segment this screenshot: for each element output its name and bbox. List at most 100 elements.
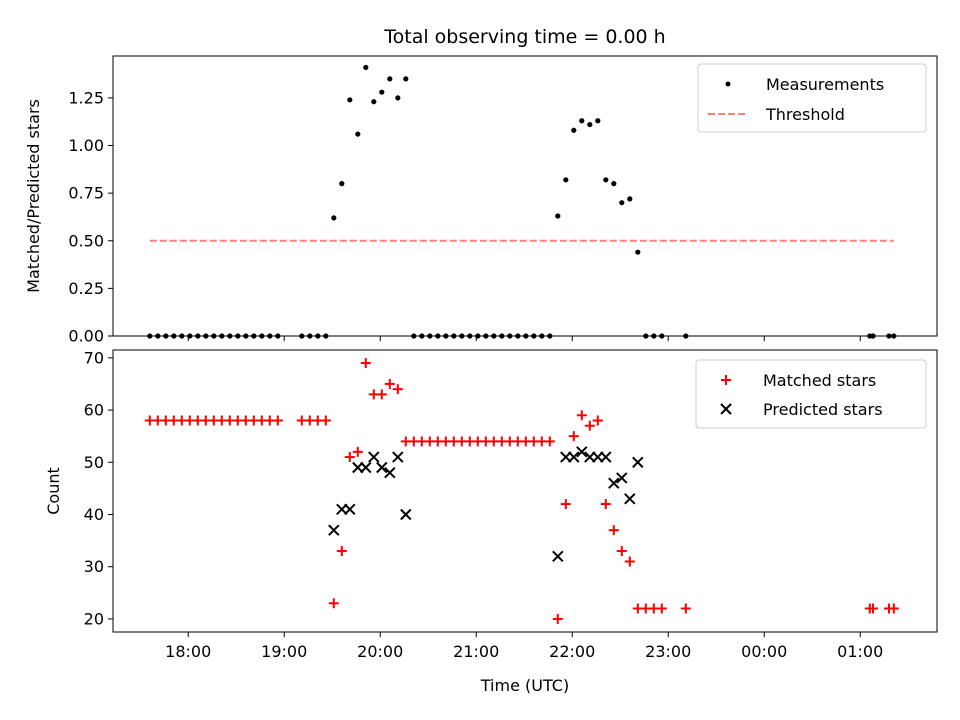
bottom-y-axis-label: Count — [44, 467, 63, 515]
matched-star-point — [552, 613, 563, 624]
top-plot-area — [147, 64, 897, 339]
matched-star-point — [560, 499, 571, 510]
predicted-star-stroke-b — [328, 524, 340, 536]
measurement-point — [403, 76, 409, 82]
top-y-tick-label: 0.50 — [68, 231, 104, 250]
bottom-y-tick-label: 60 — [84, 401, 104, 420]
predicted-star-point — [360, 461, 372, 474]
bottom-y-tick-label: 70 — [84, 348, 104, 367]
top-axes-frame — [112, 55, 938, 337]
matched-star-point — [616, 546, 627, 557]
bottom-y-tick-label: 50 — [84, 453, 104, 472]
matched-star-point — [600, 499, 611, 510]
top-x-axis — [187, 336, 861, 341]
predicted-star-point — [392, 451, 404, 463]
predicted-star-stroke-b — [376, 461, 388, 474]
measurement-point — [387, 76, 393, 82]
matched-star-point — [336, 546, 347, 557]
matched-star-point — [352, 446, 363, 457]
legend-predicted-marker — [720, 403, 732, 415]
legend-predicted-label: Predicted stars — [763, 400, 883, 419]
bottom-x-axis: 18:00 19:00 20:00 21:00 22:00 23:00 00:00 01:00 — [165, 632, 883, 661]
measurement-point — [579, 118, 585, 124]
top-y-tick-label: 1.00 — [68, 136, 104, 155]
x-tick-label: 01:00 — [837, 642, 883, 661]
matched-star-point — [376, 389, 387, 400]
matched-star-point — [360, 358, 371, 369]
predicted-star-point — [368, 451, 380, 463]
legend-matched-label: Matched stars — [763, 371, 876, 390]
predicted-star-stroke-b — [368, 451, 380, 463]
measurement-point — [363, 64, 369, 71]
matched-star-point — [656, 603, 667, 614]
predicted-star-point — [608, 477, 620, 489]
top-y-tick-label: 0.00 — [68, 327, 104, 346]
matched-star-point — [624, 556, 635, 567]
matched-star-point — [568, 431, 579, 442]
matched-star-point — [344, 452, 355, 463]
predicted-star-point — [328, 524, 340, 536]
bottom-y-tick-label: 30 — [84, 557, 104, 576]
matched-star-point — [384, 378, 395, 389]
measurement-point — [371, 99, 377, 105]
x-tick-label: 00:00 — [741, 642, 787, 661]
measurement-point — [339, 181, 345, 187]
predicted-star-point — [384, 467, 396, 479]
predicted-star-point — [632, 456, 644, 468]
predicted-star-stroke-b — [344, 503, 356, 515]
matched-star-point — [592, 415, 603, 426]
predicted-star-point — [600, 451, 612, 463]
matched-star-point — [584, 420, 595, 431]
measurement-point — [355, 131, 361, 137]
top-y-tick-label: 1.25 — [68, 88, 104, 107]
x-tick-label: 22:00 — [549, 642, 595, 661]
bottom-y-axis: 20 30 40 50 60 70 — [84, 348, 113, 628]
predicted-star-stroke-b — [400, 508, 412, 521]
predicted-star-stroke-b — [600, 451, 612, 463]
matched-star-point — [868, 603, 878, 614]
measurement-point — [611, 181, 617, 187]
matched-star-point — [320, 415, 331, 426]
predicted-star-stroke-b — [576, 446, 588, 458]
bottom-axes-frame — [112, 349, 938, 633]
top-legend-box — [697, 63, 927, 133]
top-y-tick-label: 0.75 — [68, 184, 104, 203]
predicted-star-point — [576, 446, 588, 458]
measurement-point — [347, 97, 353, 103]
chart-title: Total observing time = 0.00 h — [383, 26, 665, 48]
legend-measurements-label: Measurements — [766, 75, 884, 94]
predicted-star-stroke-b — [552, 550, 564, 562]
predicted-star-stroke-b — [360, 461, 372, 474]
measurement-point — [635, 249, 641, 255]
measurement-point — [571, 127, 577, 133]
predicted-star-stroke-b — [568, 451, 580, 463]
measurement-point — [395, 95, 401, 101]
x-tick-label: 19:00 — [261, 642, 307, 661]
predicted-star-point — [376, 461, 388, 474]
bottom-legend: Matched stars Predicted stars — [695, 359, 927, 429]
predicted-star-point — [568, 451, 580, 463]
bottom-y-tick-label: 40 — [84, 505, 104, 524]
predicted-star-stroke-b — [384, 467, 396, 479]
top-y-axis: 0.00 0.25 0.50 0.75 1.00 1.25 — [68, 88, 113, 346]
measurement-point — [379, 89, 385, 95]
predicted-star-point — [616, 472, 628, 484]
matched-star-point — [680, 603, 691, 614]
bottom-legend-box — [695, 359, 927, 429]
matched-star-point — [888, 603, 899, 614]
top-y-axis-label: Matched/Predicted stars — [24, 99, 43, 293]
measurement-point — [587, 121, 593, 128]
predicted-star-stroke-b — [624, 493, 636, 505]
bottom-y-tick-label: 20 — [84, 609, 104, 628]
x-tick-label: 18:00 — [165, 642, 211, 661]
matched-star-point — [608, 525, 619, 536]
measurement-point — [619, 200, 625, 206]
measurement-point — [627, 196, 633, 202]
legend-measurements-marker — [725, 81, 731, 87]
legend-threshold-label: Threshold — [765, 105, 845, 124]
predicted-star-stroke-b — [616, 472, 628, 484]
bottom-plot-area — [144, 358, 899, 624]
predicted-star-point — [624, 493, 636, 505]
matched-star-point — [328, 598, 339, 609]
